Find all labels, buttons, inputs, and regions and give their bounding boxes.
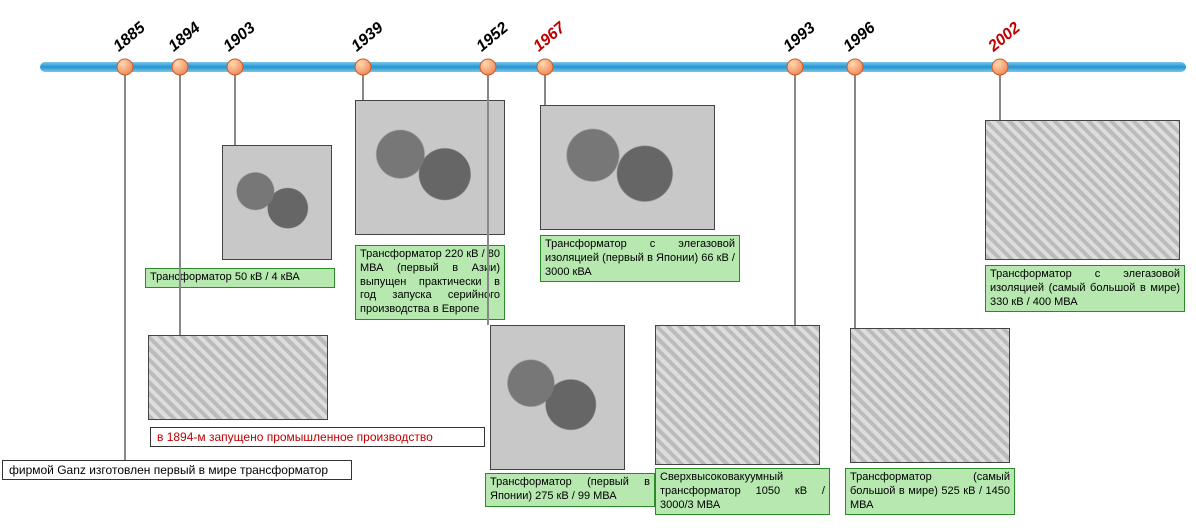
image-1993 [655, 325, 820, 465]
caption-1952: Трансформатор (первый в Японии) 275 кВ /… [485, 473, 655, 507]
caption-2002: Трансформатор с элегазовой изоляцией (са… [985, 265, 1185, 312]
connector-line [234, 75, 236, 145]
image-1996 [850, 328, 1010, 463]
timeline-marker-1967 [536, 58, 554, 76]
year-label-1996: 1996 [840, 19, 879, 56]
year-label-1939: 1939 [348, 19, 387, 56]
caption-1903: Трансформатор 50 кВ / 4 кВА [145, 268, 335, 288]
connector-line [362, 75, 364, 100]
timeline-marker-1894 [171, 58, 189, 76]
connector-line [179, 75, 181, 335]
caption-1993: Сверхвысоковакуумный трансформатор 1050 … [655, 468, 830, 515]
connector-line [487, 75, 489, 325]
image-2002 [985, 120, 1180, 260]
connector-line [544, 75, 546, 105]
image-1939 [355, 100, 505, 235]
year-label-1885: 1885 [110, 19, 149, 56]
year-label-1894: 1894 [165, 19, 204, 56]
timeline-marker-1903 [226, 58, 244, 76]
connector-line [794, 75, 796, 325]
timeline-marker-1952 [479, 58, 497, 76]
caption-1894-red: в 1894-м запущено промышленное производс… [150, 427, 485, 447]
caption-1885: фирмой Ganz изготовлен первый в мире тра… [2, 460, 352, 480]
caption-1939: Трансформатор 220 кВ / 80 МВА (первый в … [355, 245, 505, 320]
year-label-1952: 1952 [473, 19, 512, 56]
image-1967 [540, 105, 715, 230]
year-label-1993: 1993 [780, 19, 819, 56]
connector-line [124, 75, 126, 460]
connector-line [854, 75, 856, 328]
timeline-bar [40, 62, 1186, 72]
image-1903 [222, 145, 332, 260]
year-label-1903: 1903 [220, 19, 259, 56]
timeline-marker-1993 [786, 58, 804, 76]
year-label-2002: 2002 [985, 19, 1024, 56]
image-1952 [490, 325, 625, 470]
year-label-1967: 1967 [530, 19, 569, 56]
timeline-marker-1939 [354, 58, 372, 76]
caption-1967: Трансформатор с элегазовой изоляцией (пе… [540, 235, 740, 282]
connector-line [999, 75, 1001, 120]
caption-1996: Трансформатор (самый большой в мире) 525… [845, 468, 1015, 515]
timeline-marker-2002 [991, 58, 1009, 76]
timeline-marker-1885 [116, 58, 134, 76]
image-1894 [148, 335, 328, 420]
timeline-marker-1996 [846, 58, 864, 76]
